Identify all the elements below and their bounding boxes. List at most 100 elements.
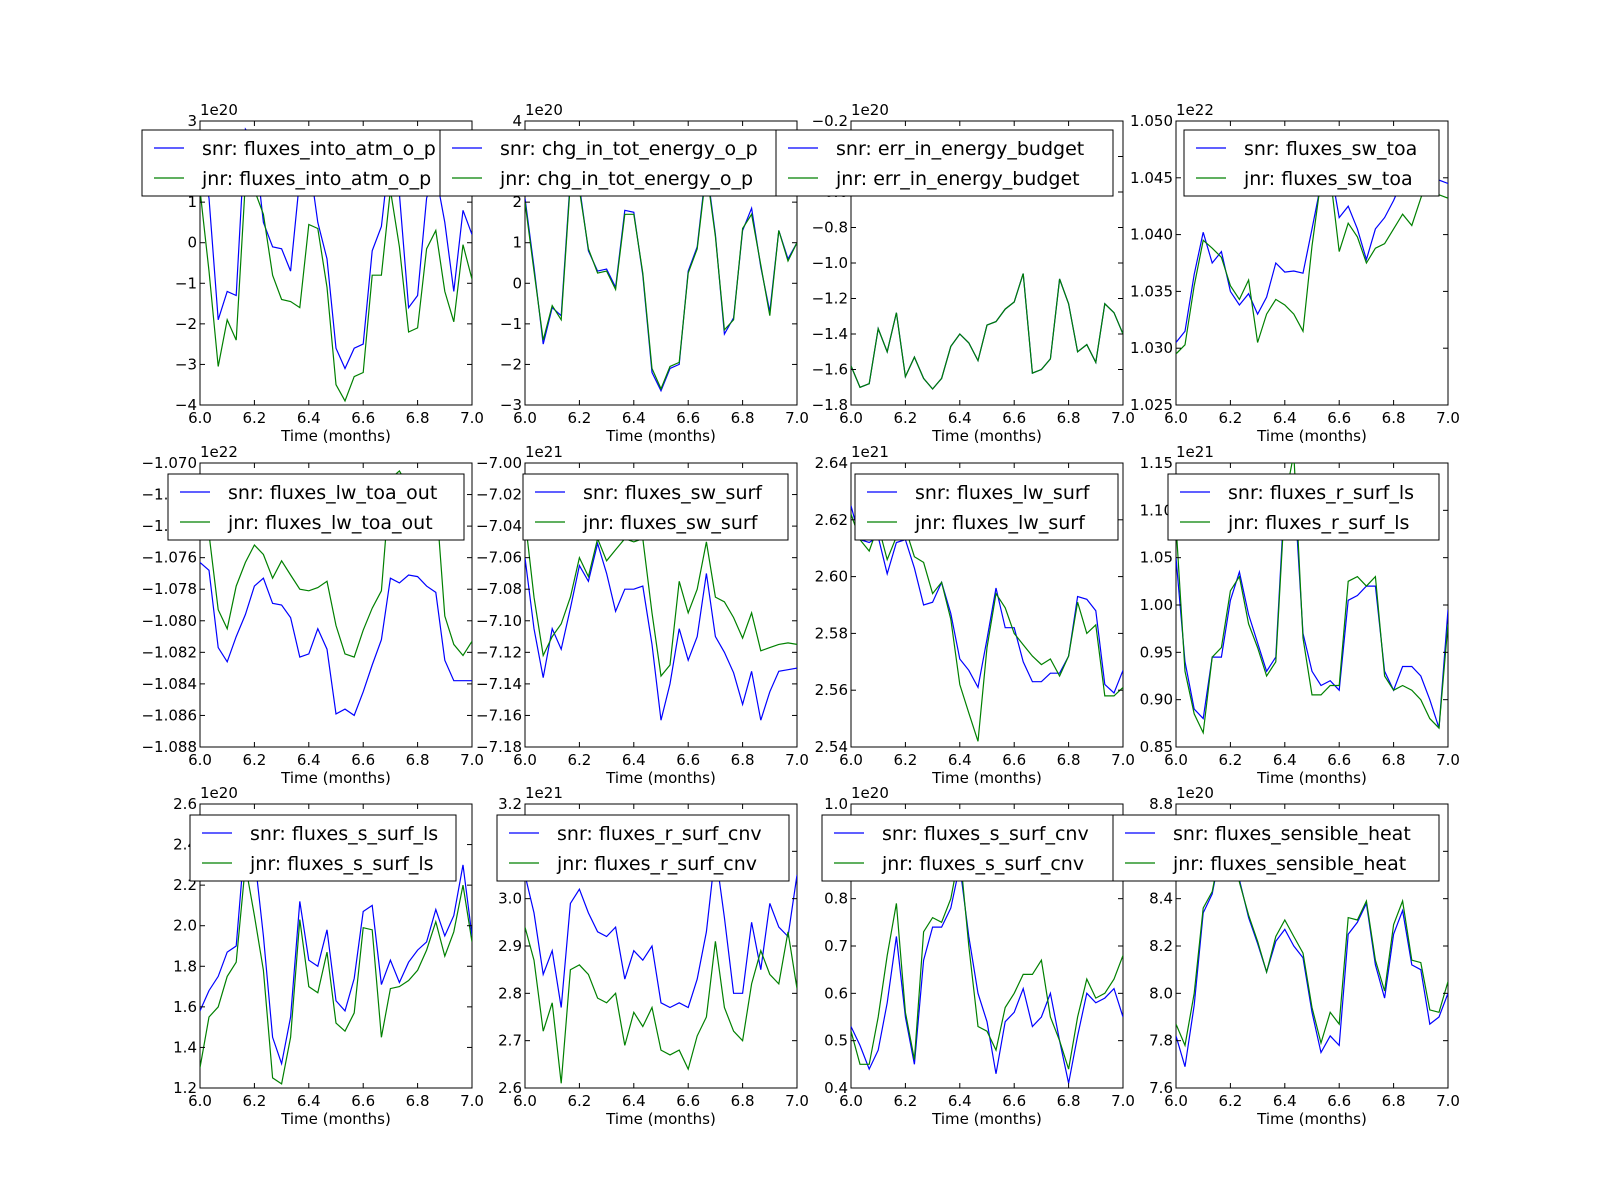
legend-entry-label: snr: fluxes_lw_toa_out: [228, 482, 437, 504]
x-tick-label: 6.0: [188, 751, 212, 769]
y-tick-label: 8.0: [1149, 984, 1173, 1002]
series-line-jnr: [1176, 463, 1448, 735]
axis-offset-label: 1e20: [200, 101, 238, 119]
legend: snr: fluxes_sw_surf jnr: fluxes_sw_surf: [522, 473, 789, 541]
x-tick-label: 6.6: [1002, 409, 1026, 427]
axis-offset-label: 1e21: [851, 443, 889, 461]
x-axis-title: Time (months): [931, 427, 1042, 445]
y-tick-label: −1.4: [812, 325, 848, 343]
legend-entry-label: snr: fluxes_r_surf_ls: [1228, 482, 1414, 504]
x-tick-label: 6.6: [351, 409, 375, 427]
y-tick-label: 8.4: [1149, 890, 1173, 908]
x-axis-title: Time (months): [931, 769, 1042, 787]
y-tick-label: 3: [187, 112, 197, 130]
axis-offset-label: 1e22: [200, 443, 238, 461]
y-tick-label: −3: [175, 355, 197, 373]
x-tick-label: 6.6: [676, 409, 700, 427]
legend-box: [189, 814, 457, 882]
y-tick-label: 0.85: [1140, 738, 1173, 756]
y-tick-label: 1.025: [1130, 396, 1173, 414]
y-tick-label: −7.06: [476, 549, 522, 567]
subplot-8: 6.0 6.2 6.4 6.6 6.8 7.0 0.85 0.90 0.95 1.00 1.05 1.…: [1140, 443, 1460, 787]
x-tick-label: 7.0: [460, 1092, 484, 1110]
subplot-1: 6.06.26.46.66.87.0−4−3−2−101231e20Time (…: [141, 101, 484, 445]
y-tick-label: 2.54: [815, 738, 848, 756]
axis-offset-label: 1e21: [525, 784, 563, 802]
x-tick-label: 6.0: [188, 409, 212, 427]
series-line-jnr: [851, 851, 1123, 1070]
y-tick-label: −0.2: [812, 112, 848, 130]
x-tick-label: 6.6: [676, 751, 700, 769]
x-axis-title: Time (months): [1256, 1110, 1367, 1128]
x-tick-label: 6.2: [567, 1092, 591, 1110]
x-tick-label: 6.4: [948, 751, 972, 769]
y-tick-label: −2: [500, 355, 522, 373]
y-tick-label: 1.10: [1140, 501, 1173, 519]
subplot-9: 6.0 6.2 6.4 6.6 6.8 7.01.21.41.61.82.02.22.42…: [173, 784, 484, 1128]
y-tick-label: 0.8: [824, 890, 848, 908]
axis-offset-label: 1e20: [525, 101, 563, 119]
y-tick-label: −1.086: [141, 706, 197, 724]
legend-entry-label: snr: fluxes_r_surf_cnv: [557, 823, 762, 845]
subplot-4: 6.0 6.2 6.4 6.6 6.8 7.0 1.025 1.030 1.035 1.040 1.…: [1130, 101, 1460, 445]
x-tick-label: 7.0: [460, 751, 484, 769]
x-tick-label: 6.4: [622, 751, 646, 769]
legend-box: [496, 814, 790, 882]
x-tick-label: 6.6: [1327, 409, 1351, 427]
x-axis-title: Time (months): [1256, 427, 1367, 445]
y-tick-label: 4: [512, 112, 522, 130]
legend-entry-label: jnr: fluxes_lw_toa_out: [227, 512, 433, 534]
y-tick-label: −1.8: [812, 396, 848, 414]
x-tick-label: 6.0: [188, 1092, 212, 1110]
subplot-5: 6.0 6.2 6.4 6.6 6.8 7.0 −1.088 −1.086 −1.084 −1.0…: [141, 443, 483, 787]
x-tick-label: 6.4: [297, 1092, 321, 1110]
y-tick-label: −7.04: [476, 517, 522, 535]
legend: snr: fluxes_s_surf_ls jnr: fluxes_s_surf_…: [189, 814, 457, 882]
x-tick-label: 7.0: [1436, 409, 1460, 427]
x-tick-label: 7.0: [785, 751, 809, 769]
y-tick-label: −7.00: [476, 454, 522, 472]
y-tick-label: 0: [512, 274, 522, 292]
y-tick-label: 1.00: [1140, 596, 1173, 614]
y-tick-label: −3: [500, 396, 522, 414]
y-tick-label: 1.040: [1130, 226, 1173, 244]
x-tick-label: 6.8: [731, 409, 755, 427]
y-tick-label: 2.56: [815, 681, 848, 699]
x-tick-label: 6.0: [839, 751, 863, 769]
x-tick-label: 6.4: [1273, 1092, 1297, 1110]
y-tick-label: −1.0: [812, 254, 848, 272]
y-tick-label: 1.030: [1130, 339, 1173, 357]
y-tick-label: −7.18: [476, 738, 522, 756]
series-line-snr: [525, 541, 797, 721]
series-line-jnr: [525, 518, 797, 678]
y-tick-label: −7.12: [476, 643, 522, 661]
y-tick-label: 2.64: [815, 454, 848, 472]
series-line-snr: [851, 505, 1123, 695]
y-tick-label: −1.2: [812, 290, 848, 308]
y-tick-label: 0.7: [824, 937, 848, 955]
y-tick-label: −1.084: [141, 675, 197, 693]
y-tick-label: 1.4: [173, 1038, 197, 1056]
x-tick-label: 6.6: [1327, 751, 1351, 769]
x-tick-label: 6.0: [513, 409, 537, 427]
legend: snr: fluxes_sensible_heat jnr: fluxes_sen…: [1112, 814, 1440, 882]
x-tick-label: 6.2: [893, 751, 917, 769]
legend-box: [775, 129, 1114, 197]
y-tick-label: −1: [500, 315, 522, 333]
legend-entry-label: snr: err_in_energy_budget: [836, 138, 1084, 160]
x-tick-label: 6.0: [1164, 409, 1188, 427]
legend: snr: fluxes_s_surf_cnv jnr: fluxes_s_surf…: [821, 814, 1119, 882]
legend-entry-label: snr: fluxes_sw_surf: [583, 482, 763, 504]
x-tick-label: 6.2: [567, 751, 591, 769]
subplot-12: 6.06.26.46.66.87.07.67.88.08.28.48.68.81…: [1112, 784, 1460, 1128]
y-tick-label: 2.9: [498, 937, 522, 955]
y-tick-label: −1.082: [141, 643, 197, 661]
legend-box: [141, 129, 483, 197]
y-tick-label: 1.050: [1130, 112, 1173, 130]
y-tick-label: 3.2: [498, 795, 522, 813]
y-tick-label: 1.045: [1130, 169, 1173, 187]
y-tick-label: −1.080: [141, 612, 197, 630]
series-line-snr: [200, 127, 472, 370]
legend-box: [1112, 814, 1440, 882]
